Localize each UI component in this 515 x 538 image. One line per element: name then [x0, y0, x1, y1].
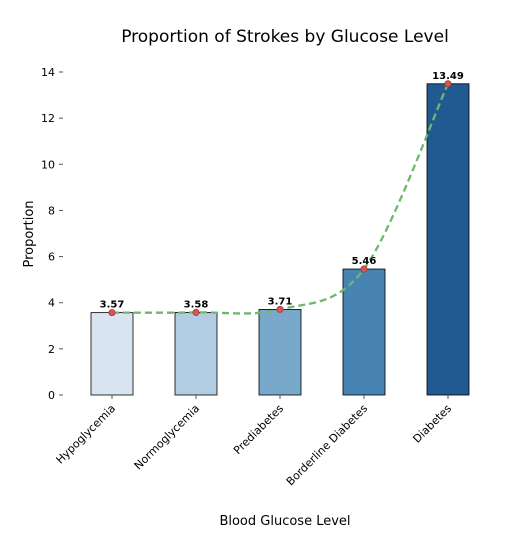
x-tick-label: Diabetes: [410, 402, 454, 446]
y-tick-label: 8: [48, 204, 55, 217]
x-axis-label: Blood Glucose Level: [219, 514, 350, 529]
bars-group: [90, 83, 470, 396]
y-tick-label: 14: [41, 66, 55, 79]
x-tick-label: Prediabetes: [231, 402, 286, 457]
trend-line: [111, 83, 450, 315]
x-tick-label: Borderline Diabetes: [284, 402, 370, 488]
y-axis: 0 2 4 6 8 10 12 14: [41, 66, 63, 402]
y-tick-label: 10: [41, 158, 55, 171]
trend-point: [360, 265, 368, 273]
y-tick-label: 0: [48, 389, 55, 402]
bar-diabetes: [426, 83, 470, 396]
trend-line-group: [108, 80, 452, 317]
y-tick-label: 12: [41, 112, 55, 125]
bar-normoglycemia: [174, 312, 218, 396]
y-tick-label: 4: [48, 297, 55, 310]
trend-point: [108, 309, 116, 317]
bar-value-label: 13.49: [432, 71, 464, 82]
bar-borderline-diabetes: [342, 268, 386, 396]
y-tick-label: 6: [48, 251, 55, 264]
x-tick-label: Hypoglycemia: [54, 402, 119, 467]
trend-point: [444, 80, 452, 88]
x-tick-label: Normoglycemia: [132, 402, 202, 472]
y-axis-label: Proportion: [22, 200, 37, 267]
x-axis: Hypoglycemia Normoglycemia PrediabetesBord…: [54, 395, 454, 488]
bar-value-label: 3.58: [184, 299, 209, 310]
y-tick-label: 2: [48, 343, 55, 356]
bar-hypoglycemia: [90, 312, 134, 396]
bar-value-label: 3.57: [100, 300, 125, 311]
trend-point: [276, 305, 284, 313]
bar-value-label: 5.46: [352, 256, 377, 267]
trend-point: [192, 308, 200, 316]
bar-prediabetes: [258, 309, 302, 396]
chart-title: Proportion of Strokes by Glucose Level: [121, 27, 449, 47]
bar-value-label: 3.71: [268, 296, 293, 307]
data-labels-group: 3.57 3.58 3.71 5.46 13.49: [100, 71, 464, 311]
